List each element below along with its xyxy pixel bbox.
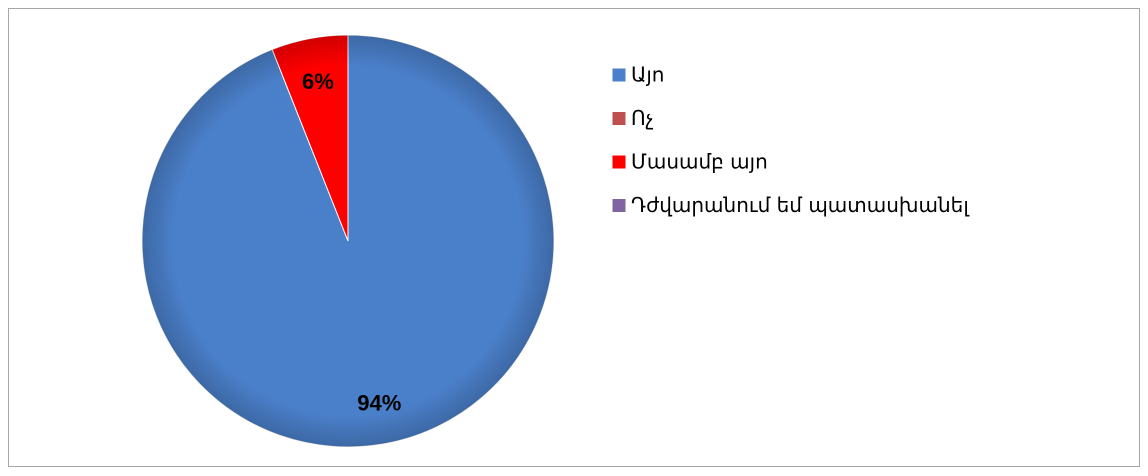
data-label: 94% — [357, 391, 401, 416]
legend-marker — [611, 111, 627, 126]
legend-marker — [611, 67, 627, 83]
legend-label: Այո — [631, 63, 664, 87]
legend-label: Ոչ — [631, 106, 654, 130]
legend-marker — [611, 154, 627, 170]
data-label: 6% — [302, 69, 334, 94]
legend-marker — [611, 198, 627, 213]
legend-label: Դժվարանում եմ պատասխանել — [631, 193, 970, 217]
legend-label: Մասամբ այո — [631, 150, 768, 174]
